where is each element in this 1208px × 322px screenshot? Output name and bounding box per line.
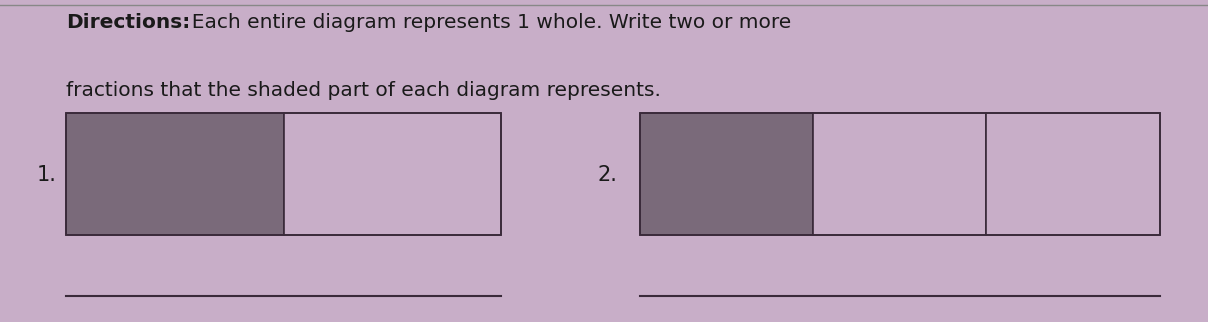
Bar bbox=[284, 113, 501, 235]
Bar bbox=[987, 113, 1160, 235]
Bar bbox=[640, 113, 813, 235]
Text: Each entire diagram represents 1 whole. Write two or more: Each entire diagram represents 1 whole. … bbox=[179, 13, 791, 32]
Text: fractions that the shaded part of each diagram represents.: fractions that the shaded part of each d… bbox=[66, 80, 661, 99]
Text: 2.: 2. bbox=[598, 166, 617, 185]
Bar bbox=[66, 113, 284, 235]
Text: Directions:: Directions: bbox=[66, 13, 191, 32]
Bar bbox=[813, 113, 987, 235]
Text: 1.: 1. bbox=[36, 166, 56, 185]
Bar bbox=[640, 113, 1160, 235]
Bar bbox=[66, 113, 501, 235]
